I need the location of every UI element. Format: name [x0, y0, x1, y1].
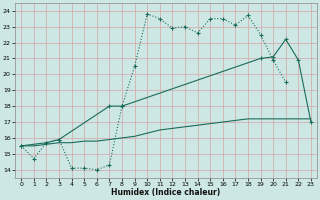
- X-axis label: Humidex (Indice chaleur): Humidex (Indice chaleur): [111, 188, 221, 197]
